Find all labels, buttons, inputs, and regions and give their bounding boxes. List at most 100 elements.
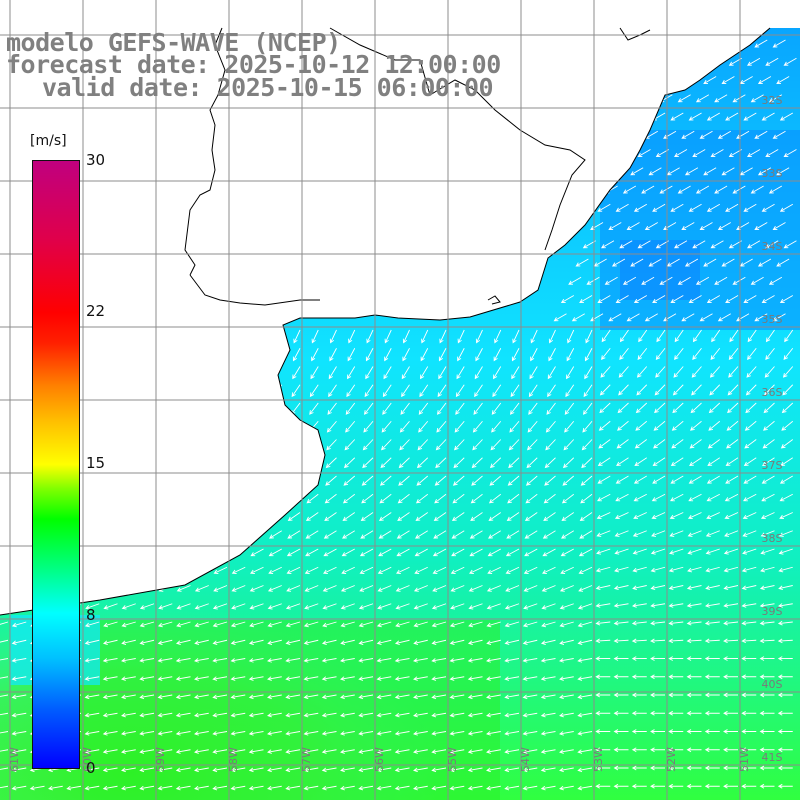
wind-arrow: [692, 329, 702, 343]
wind-arrow: [779, 112, 794, 121]
wind-arrow: [472, 420, 483, 433]
wind-arrow: [651, 512, 666, 520]
wind-arrow: [732, 276, 746, 285]
wind-arrow: [622, 185, 637, 194]
wind-arrow: [613, 656, 629, 661]
wind-arrow: [329, 329, 337, 344]
wind-arrow: [688, 493, 702, 502]
wind-arrow: [248, 676, 264, 681]
wind-arrow: [11, 639, 27, 645]
wind-arrow: [743, 475, 757, 484]
wind-arrow: [618, 366, 629, 378]
wind-arrow: [449, 676, 465, 681]
wind-arrow: [741, 638, 757, 644]
wind-arrow: [563, 439, 575, 451]
wind-arrow: [232, 530, 246, 539]
wind-arrow: [110, 329, 118, 344]
wind-arrow: [401, 384, 410, 398]
wind-arrow: [103, 603, 118, 610]
wind-arrow: [251, 493, 264, 504]
wind-arrow: [614, 566, 629, 573]
wind-arrow: [618, 384, 629, 396]
wind-arrow: [394, 749, 410, 754]
wind-arrow: [761, 295, 775, 303]
wind-arrow: [562, 457, 575, 469]
wind-arrow: [472, 439, 483, 451]
wind-arrow: [431, 694, 447, 700]
wind-arrow: [706, 203, 721, 212]
wind-arrow: [577, 658, 593, 663]
wind-arrow: [176, 585, 191, 592]
wind-arrow: [776, 258, 790, 267]
wind-arrow: [139, 749, 155, 754]
wind-arrow: [741, 710, 757, 716]
wind-arrow: [420, 366, 429, 380]
wind-arrow: [321, 639, 337, 645]
wind-arrow: [690, 402, 702, 414]
wind-arrow: [684, 167, 699, 176]
wind-arrow: [0, 493, 9, 504]
wind-arrow: [249, 603, 264, 610]
wind-arrow: [307, 457, 319, 469]
wind-arrow: [328, 366, 337, 380]
wind-arrow: [634, 439, 648, 449]
wind-arrow: [524, 512, 538, 521]
lon-label: 57W: [300, 747, 313, 772]
wind-arrow: [654, 402, 666, 414]
wind-arrow: [633, 512, 647, 520]
lat-label: 38S: [762, 532, 783, 545]
wind-arrow: [668, 729, 684, 734]
wind-arrow: [340, 712, 355, 718]
wind-arrow: [413, 639, 428, 645]
wind-arrow: [310, 366, 319, 380]
wind-arrow: [559, 639, 574, 645]
wind-arrow: [595, 783, 611, 789]
wind-arrow: [397, 512, 410, 521]
wind-arrow: [597, 475, 611, 484]
wind-arrow: [650, 710, 665, 716]
wind-arrow: [595, 692, 611, 698]
wind-arrow: [253, 420, 264, 433]
wind-arrow: [212, 658, 228, 663]
wind-arrow: [596, 530, 611, 537]
wind-arrow: [504, 603, 520, 610]
wind-arrow: [157, 767, 173, 773]
wind-arrow: [688, 295, 702, 303]
wind-arrow: [15, 457, 27, 469]
wind-arrow: [219, 366, 228, 380]
wind-arrow: [255, 384, 264, 398]
wind-arrow: [179, 475, 191, 486]
wind-arrow: [578, 566, 593, 574]
wind-arrow: [321, 694, 337, 700]
wind-arrow: [397, 493, 410, 504]
wind-arrow: [140, 548, 155, 557]
wind-arrow: [505, 566, 520, 574]
wind-arrow: [413, 785, 428, 791]
wind-arrow: [710, 240, 724, 249]
wind-arrow: [379, 493, 392, 504]
wind-arrow: [272, 402, 283, 415]
wind-arrow: [358, 603, 374, 610]
wind-arrow: [692, 240, 706, 249]
wind-arrow: [523, 603, 538, 610]
wind-arrow: [543, 493, 556, 504]
wind-arrow: [13, 530, 27, 539]
wind-arrow: [739, 167, 753, 176]
wind-arrow: [579, 512, 593, 521]
wind-arrow: [196, 530, 209, 539]
wind-arrow: [125, 439, 137, 451]
wind-arrow: [687, 566, 702, 573]
wind-arrow: [721, 258, 735, 267]
wind-arrow: [580, 493, 593, 504]
wind-arrow: [358, 621, 374, 628]
wind-arrow: [545, 439, 556, 451]
wind-arrow: [290, 420, 301, 433]
wind-arrow: [267, 603, 282, 610]
wind-arrow: [637, 149, 651, 157]
wind-arrow: [0, 475, 9, 486]
wind-arrow: [376, 712, 392, 718]
wind-arrow: [269, 530, 282, 539]
wind-arrow: [717, 130, 731, 139]
wind-arrow: [376, 767, 392, 773]
wind-arrow: [305, 512, 319, 521]
